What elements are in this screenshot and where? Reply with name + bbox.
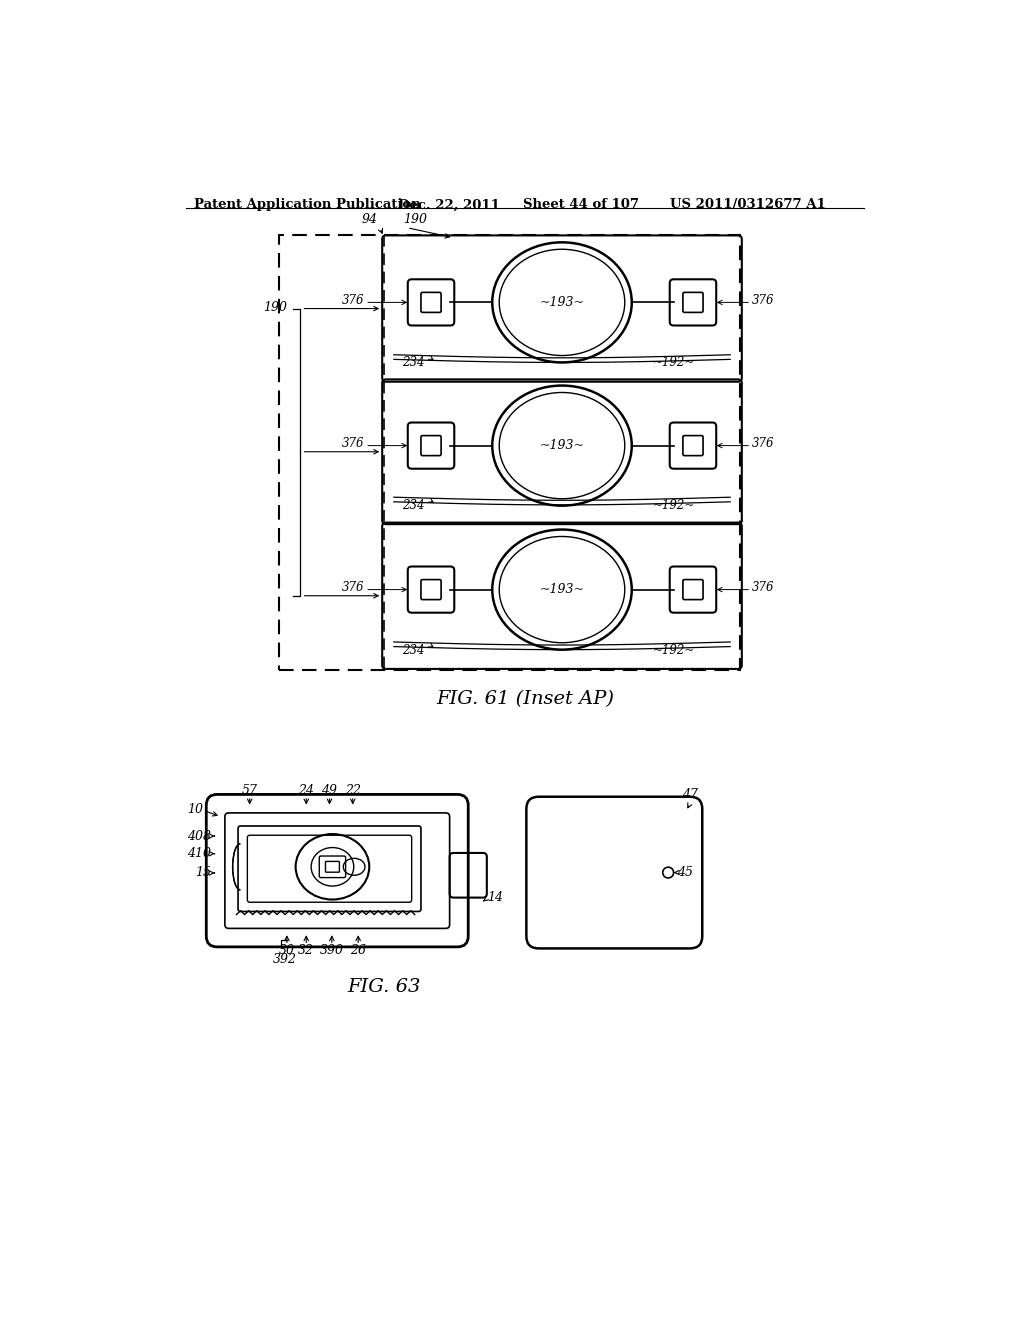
Text: 376: 376 bbox=[752, 581, 774, 594]
Text: ~192~: ~192~ bbox=[653, 644, 695, 656]
Text: ~193~: ~193~ bbox=[540, 583, 585, 597]
Text: 376: 376 bbox=[752, 293, 774, 306]
Text: 45: 45 bbox=[678, 866, 693, 879]
Text: 24: 24 bbox=[298, 784, 314, 797]
Text: 30: 30 bbox=[279, 944, 295, 957]
FancyBboxPatch shape bbox=[683, 293, 703, 313]
Text: 57: 57 bbox=[242, 784, 258, 797]
Text: 190: 190 bbox=[403, 213, 427, 226]
Text: Patent Application Publication: Patent Application Publication bbox=[194, 198, 421, 211]
Text: 376: 376 bbox=[342, 437, 365, 450]
Text: Sheet 44 of 107: Sheet 44 of 107 bbox=[523, 198, 639, 211]
Text: 190: 190 bbox=[263, 301, 287, 314]
Text: US 2011/0312677 A1: US 2011/0312677 A1 bbox=[671, 198, 826, 211]
Text: 32: 32 bbox=[298, 944, 314, 957]
Text: 408: 408 bbox=[187, 829, 211, 842]
Text: 15: 15 bbox=[195, 866, 211, 879]
Text: 26: 26 bbox=[350, 944, 367, 957]
Text: FIG. 61 (Inset AP): FIG. 61 (Inset AP) bbox=[436, 689, 613, 708]
Text: 49: 49 bbox=[322, 784, 338, 797]
Text: 94: 94 bbox=[361, 213, 378, 226]
Text: 392: 392 bbox=[273, 953, 297, 966]
Text: 390: 390 bbox=[319, 944, 344, 957]
Text: 22: 22 bbox=[345, 784, 360, 797]
Text: ~193~: ~193~ bbox=[540, 440, 585, 453]
Text: 10: 10 bbox=[187, 803, 203, 816]
Text: ~193~: ~193~ bbox=[540, 296, 585, 309]
Text: 234: 234 bbox=[402, 356, 425, 370]
Text: FIG. 63: FIG. 63 bbox=[347, 978, 421, 997]
Text: 14: 14 bbox=[486, 891, 503, 904]
FancyBboxPatch shape bbox=[319, 857, 346, 878]
Text: 410: 410 bbox=[187, 847, 211, 861]
FancyBboxPatch shape bbox=[421, 293, 441, 313]
Bar bbox=[280, 235, 740, 671]
Text: ~192~: ~192~ bbox=[653, 356, 695, 370]
FancyBboxPatch shape bbox=[683, 579, 703, 599]
FancyBboxPatch shape bbox=[683, 436, 703, 455]
Text: 376: 376 bbox=[342, 293, 365, 306]
Text: 234: 234 bbox=[402, 644, 425, 656]
FancyBboxPatch shape bbox=[421, 436, 441, 455]
Text: 376: 376 bbox=[342, 581, 365, 594]
Text: Dec. 22, 2011: Dec. 22, 2011 bbox=[397, 198, 500, 211]
Text: 234: 234 bbox=[402, 499, 425, 512]
FancyBboxPatch shape bbox=[326, 862, 339, 873]
Text: 376: 376 bbox=[752, 437, 774, 450]
FancyBboxPatch shape bbox=[421, 579, 441, 599]
Text: 47: 47 bbox=[682, 788, 698, 801]
Text: ~192~: ~192~ bbox=[653, 499, 695, 512]
